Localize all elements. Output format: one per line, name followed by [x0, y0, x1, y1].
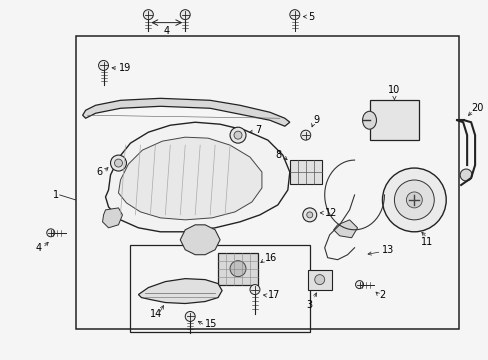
Polygon shape: [102, 208, 122, 228]
Polygon shape: [105, 122, 289, 232]
Text: 11: 11: [420, 237, 432, 247]
Bar: [369, 100, 419, 140]
Circle shape: [355, 280, 363, 289]
Circle shape: [249, 285, 260, 294]
Text: 2: 2: [379, 289, 385, 300]
Text: 20: 20: [470, 103, 483, 113]
Text: 8: 8: [275, 150, 281, 160]
Circle shape: [143, 10, 153, 20]
Circle shape: [114, 159, 122, 167]
Circle shape: [229, 261, 245, 276]
Text: 4: 4: [36, 243, 42, 253]
Polygon shape: [333, 220, 357, 238]
Circle shape: [229, 127, 245, 143]
Text: 12: 12: [324, 208, 336, 218]
Text: 15: 15: [205, 319, 217, 329]
Polygon shape: [82, 98, 289, 126]
Circle shape: [99, 60, 108, 71]
Text: 10: 10: [387, 85, 400, 95]
Text: 4: 4: [163, 26, 169, 36]
Circle shape: [47, 229, 55, 237]
Circle shape: [382, 168, 446, 232]
Circle shape: [289, 10, 299, 20]
Circle shape: [110, 155, 126, 171]
Polygon shape: [118, 137, 262, 220]
Bar: [76, 36, 458, 329]
Bar: [130, 245, 309, 332]
Polygon shape: [138, 279, 222, 303]
Circle shape: [185, 311, 195, 321]
Polygon shape: [180, 225, 220, 255]
Text: 7: 7: [254, 125, 261, 135]
Text: 3: 3: [306, 300, 312, 310]
Text: 1: 1: [53, 190, 59, 200]
Ellipse shape: [362, 111, 376, 129]
Circle shape: [314, 275, 324, 285]
Text: 17: 17: [267, 289, 280, 300]
Circle shape: [180, 10, 190, 20]
Circle shape: [394, 180, 433, 220]
Text: 19: 19: [118, 63, 130, 73]
Text: 5: 5: [307, 12, 313, 22]
Circle shape: [459, 169, 471, 181]
Text: 14: 14: [150, 310, 163, 319]
Text: 16: 16: [264, 253, 277, 263]
Bar: [289, 160, 321, 184]
Text: 9: 9: [313, 115, 319, 125]
Circle shape: [306, 212, 312, 218]
Circle shape: [234, 131, 242, 139]
Circle shape: [300, 130, 310, 140]
Circle shape: [406, 192, 422, 208]
Bar: [307, 270, 331, 289]
Text: 13: 13: [381, 245, 393, 255]
Text: 6: 6: [96, 167, 102, 177]
Circle shape: [302, 208, 316, 222]
Bar: [218, 253, 258, 285]
